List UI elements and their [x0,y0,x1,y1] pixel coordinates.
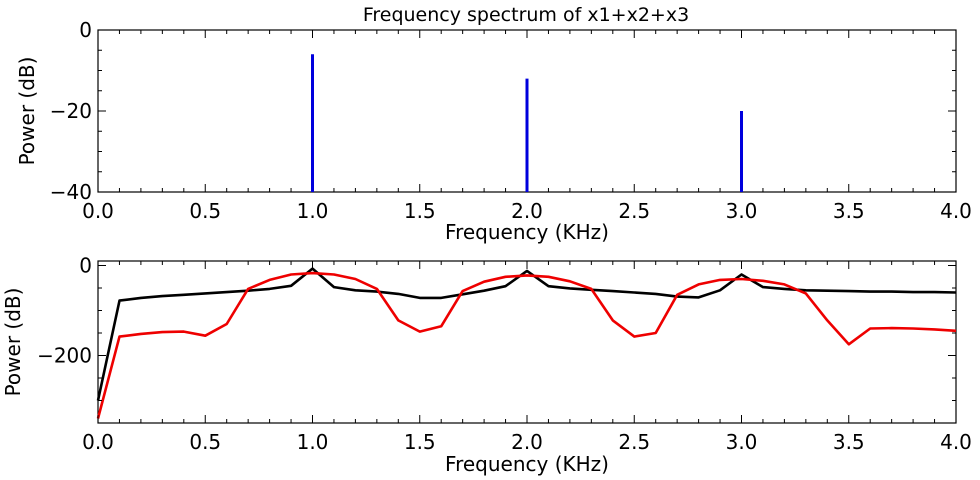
x-tick-label: 2.5 [618,430,650,454]
x-tick-label: 1.5 [404,199,436,223]
y-tick-label: −20 [50,99,92,123]
bottom-chart-xlabel: Frequency (KHz) [445,452,609,476]
x-tick-label: 0.0 [82,430,114,454]
x-tick-label: 4.0 [940,199,972,223]
x-tick-label: 3.5 [833,430,865,454]
bottom-chart: 0.0 0.5 1.0 1.5 2.0 2.5 3.0 3.5 4.0 −200 0 Frequen… [1,254,972,477]
x-tick-label: 1.0 [297,199,329,223]
top-chart-bars [311,54,743,192]
y-tick-label: −40 [50,180,92,204]
y-tick-label: 0 [79,254,92,278]
bottom-chart-ticks: 0.0 0.5 1.0 1.5 2.0 2.5 3.0 3.5 4.0 −200 0 [37,254,972,455]
series-line-1 [96,267,957,401]
x-tick-label: 3.0 [726,199,758,223]
x-tick-label: 1.0 [297,430,329,454]
x-tick-label: 2.0 [511,430,543,454]
chart-title: Frequency spectrum of x1+x2+x3 [363,4,689,26]
top-chart-xlabel: Frequency (KHz) [445,220,609,244]
bottom-chart-frame [97,260,957,424]
x-tick-label: 0.5 [189,199,221,223]
x-tick-label: 0.5 [189,430,221,454]
bottom-chart-ylabel: Power (dB) [1,288,25,397]
x-tick-label: 3.5 [833,199,865,223]
bottom-chart-lines [96,267,957,419]
x-tick-label: 4.0 [940,430,972,454]
y-tick-label: −200 [37,344,92,368]
top-chart-ylabel: Power (dB) [15,57,39,166]
x-tick-label: 3.0 [726,430,758,454]
x-tick-label: 1.5 [404,430,436,454]
y-tick-label: 0 [79,18,92,42]
x-tick-label: 2.0 [511,199,543,223]
series-line-2 [96,271,957,419]
top-chart-ticks: 0.0 0.5 1.0 1.5 2.0 2.5 3.0 3.5 4.0 −40 −20 0 [50,18,972,223]
x-tick-label: 2.5 [618,199,650,223]
top-chart: 0.0 0.5 1.0 1.5 2.0 2.5 3.0 3.5 4.0 −40 −20 0 Frequ… [15,18,972,244]
x-tick-label: 0.0 [82,199,114,223]
